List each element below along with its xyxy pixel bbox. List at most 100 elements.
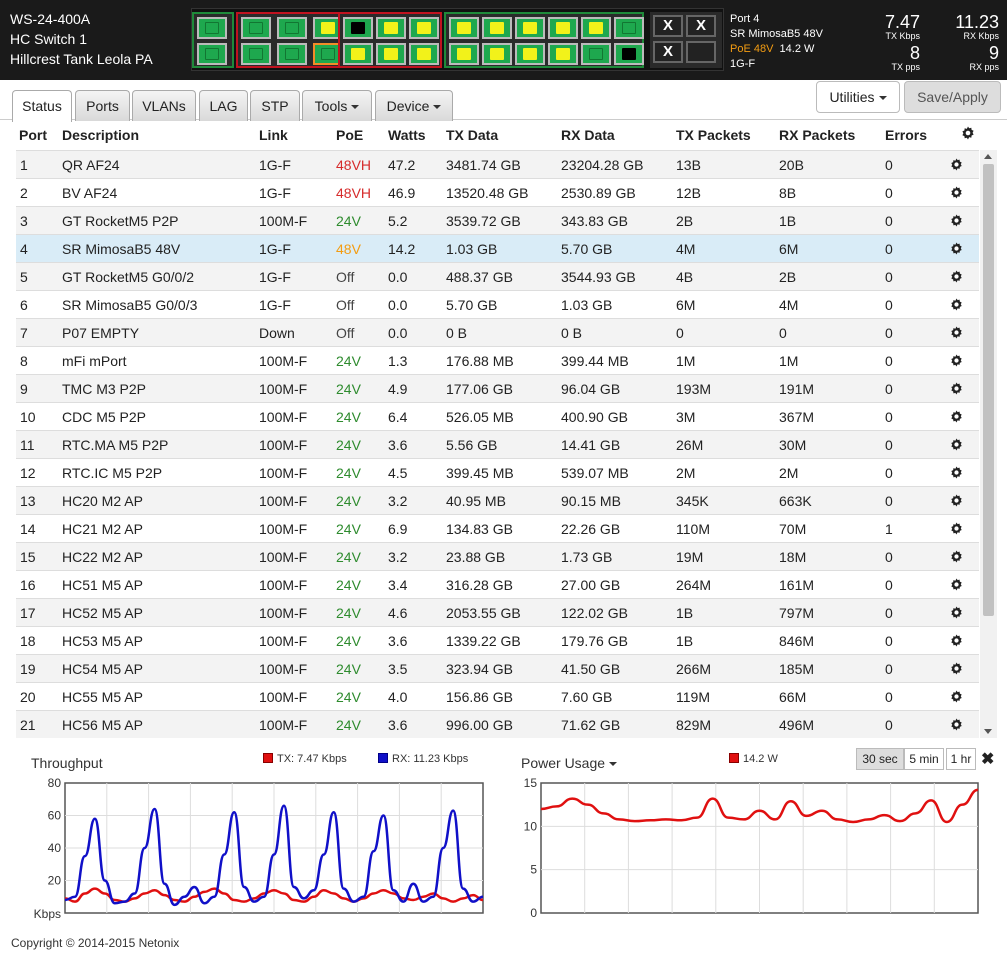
port-icon[interactable] — [548, 17, 578, 39]
col-description[interactable]: Description — [62, 127, 140, 143]
gear-icon[interactable] — [950, 438, 963, 454]
port-icon[interactable] — [614, 17, 644, 39]
col-rx-data[interactable]: RX Data — [561, 127, 615, 143]
table-row[interactable]: 15 HC22 M2 AP 100M-F 24V 3.2 23.88 GB 1.73 GB 1… — [16, 542, 979, 570]
port-icon[interactable] — [343, 17, 373, 39]
table-row[interactable]: 20 HC55 M5 AP 100M-F 24V 4.0 156.86 GB 7.60 GB… — [16, 682, 979, 710]
gear-icon[interactable] — [950, 690, 963, 706]
gear-icon[interactable] — [950, 466, 963, 482]
port-icon[interactable]: X — [686, 15, 716, 37]
gear-icon[interactable] — [950, 214, 963, 230]
port-icon[interactable] — [409, 43, 439, 65]
gear-icon[interactable] — [950, 382, 963, 398]
table-row[interactable]: 8 mFi mPort 100M-F 24V 1.3 176.88 MB 399.44 MB… — [16, 346, 979, 374]
port-icon[interactable] — [277, 43, 307, 65]
table-row[interactable]: 16 HC51 M5 AP 100M-F 24V 3.4 316.28 GB 27.00 G… — [16, 570, 979, 598]
range-30sec-button[interactable]: 30 sec — [856, 748, 904, 770]
tab-stp[interactable]: STP — [250, 90, 300, 121]
tab-vlans[interactable]: VLANs — [132, 90, 196, 121]
port-icon[interactable] — [449, 43, 479, 65]
gear-icon[interactable] — [950, 354, 963, 370]
port-icon[interactable] — [277, 17, 307, 39]
table-row[interactable]: 5 GT RocketM5 G0/0/2 1G-F Off 0.0 488.37 GB 35… — [16, 262, 979, 290]
tab-lag[interactable]: LAG — [199, 90, 248, 121]
port-icon[interactable] — [449, 17, 479, 39]
gear-icon[interactable] — [950, 494, 963, 510]
table-scrollbar[interactable] — [980, 150, 997, 738]
port-icon[interactable] — [482, 17, 512, 39]
port-icon[interactable] — [548, 43, 578, 65]
table-row[interactable]: 21 HC56 M5 AP 100M-F 24V 3.6 996.00 GB 71.62 G… — [16, 710, 979, 738]
range-1hr-button[interactable]: 1 hr — [946, 748, 976, 770]
table-row[interactable]: 6 SR MimosaB5 G0/0/3 1G-F Off 0.0 5.70 GB 1.03… — [16, 290, 979, 318]
gear-icon[interactable] — [950, 270, 963, 286]
gear-icon[interactable] — [950, 634, 963, 650]
gear-icon[interactable] — [950, 326, 963, 342]
close-icon[interactable]: ✖ — [981, 751, 995, 768]
col-poe[interactable]: PoE — [336, 127, 364, 143]
power-usage-dropdown[interactable]: Power Usage — [521, 755, 618, 771]
utilities-button[interactable]: Utilities — [816, 81, 900, 113]
port-icon[interactable] — [482, 43, 512, 65]
gear-icon[interactable] — [950, 410, 963, 426]
gear-icon[interactable] — [961, 126, 975, 143]
port-icon[interactable] — [241, 17, 271, 39]
scroll-thumb[interactable] — [983, 164, 994, 616]
table-row[interactable]: 12 RTC.IC M5 P2P 100M-F 24V 4.5 399.45 MB 539.… — [16, 458, 979, 486]
scroll-up-icon[interactable] — [984, 154, 992, 159]
gear-icon[interactable] — [950, 578, 963, 594]
table-row[interactable]: 19 HC54 M5 AP 100M-F 24V 3.5 323.94 GB 41.50 G… — [16, 654, 979, 682]
port-icon[interactable] — [581, 43, 611, 65]
port-icon[interactable] — [376, 43, 406, 65]
gear-icon[interactable] — [950, 242, 963, 258]
port-icon[interactable] — [197, 43, 227, 65]
table-row[interactable]: 9 TMC M3 P2P 100M-F 24V 4.9 177.06 GB 96.04 GB… — [16, 374, 979, 402]
col-tx-data[interactable]: TX Data — [446, 127, 499, 143]
port-icon[interactable] — [515, 17, 545, 39]
table-row[interactable]: 1 QR AF24 1G-F 48VH 47.2 3481.74 GB 23204.28 G… — [16, 150, 979, 178]
table-row[interactable]: 4 SR MimosaB5 48V 1G-F 48V 14.2 1.03 GB 5.70 G… — [16, 234, 979, 262]
table-row[interactable]: 3 GT RocketM5 P2P 100M-F 24V 5.2 3539.72 GB 34… — [16, 206, 979, 234]
tab-tools[interactable]: Tools — [302, 90, 372, 121]
col-watts[interactable]: Watts — [388, 127, 426, 143]
gear-icon[interactable] — [950, 718, 963, 734]
port-icon[interactable] — [614, 43, 644, 65]
port-icon[interactable] — [686, 41, 716, 63]
gear-icon[interactable] — [950, 662, 963, 678]
gear-icon[interactable] — [950, 158, 963, 174]
port-icon[interactable] — [197, 17, 227, 39]
table-row[interactable]: 11 RTC.MA M5 P2P 100M-F 24V 3.6 5.56 GB 14.41 … — [16, 430, 979, 458]
gear-icon[interactable] — [950, 606, 963, 622]
tab-device[interactable]: Device — [375, 90, 453, 121]
port-icon[interactable] — [409, 17, 439, 39]
gear-icon[interactable] — [950, 298, 963, 314]
port-icon[interactable] — [343, 43, 373, 65]
table-row[interactable]: 10 CDC M5 P2P 100M-F 24V 6.4 526.05 MB 400.90 … — [16, 402, 979, 430]
scroll-down-icon[interactable] — [984, 729, 992, 734]
port-icon[interactable]: X — [653, 15, 683, 37]
table-row[interactable]: 18 HC53 M5 AP 100M-F 24V 3.6 1339.22 GB 179.76… — [16, 626, 979, 654]
save-apply-button[interactable]: Save/Apply — [904, 81, 1001, 113]
port-icon[interactable] — [581, 17, 611, 39]
gear-icon[interactable] — [950, 186, 963, 202]
col-link[interactable]: Link — [259, 127, 288, 143]
col-rx-packets[interactable]: RX Packets — [779, 127, 856, 143]
table-row[interactable]: 7 P07 EMPTY Down Off 0.0 0 B 0 B 0 0 0 — [16, 318, 979, 346]
col-errors[interactable]: Errors — [885, 127, 928, 143]
port-icon[interactable] — [515, 43, 545, 65]
table-row[interactable]: 14 HC21 M2 AP 100M-F 24V 6.9 134.83 GB 22.26 G… — [16, 514, 979, 542]
gear-icon[interactable] — [950, 550, 963, 566]
port-icon[interactable] — [376, 17, 406, 39]
table-row[interactable]: 13 HC20 M2 AP 100M-F 24V 3.2 40.95 MB 90.15 MB… — [16, 486, 979, 514]
gear-icon[interactable] — [950, 522, 963, 538]
range-5min-button[interactable]: 5 min — [904, 748, 944, 770]
table-row[interactable]: 2 BV AF24 1G-F 48VH 46.9 13520.48 GB 2530.89 G… — [16, 178, 979, 206]
col-port[interactable]: Port — [19, 127, 47, 143]
port-icon[interactable] — [313, 17, 343, 39]
tab-ports[interactable]: Ports — [75, 90, 130, 121]
col-tx-packets[interactable]: TX Packets — [676, 127, 751, 143]
tab-status[interactable]: Status — [12, 90, 72, 122]
table-row[interactable]: 17 HC52 M5 AP 100M-F 24V 4.6 2053.55 GB 122.02… — [16, 598, 979, 626]
port-icon[interactable] — [241, 43, 271, 65]
port-icon[interactable]: X — [653, 41, 683, 63]
